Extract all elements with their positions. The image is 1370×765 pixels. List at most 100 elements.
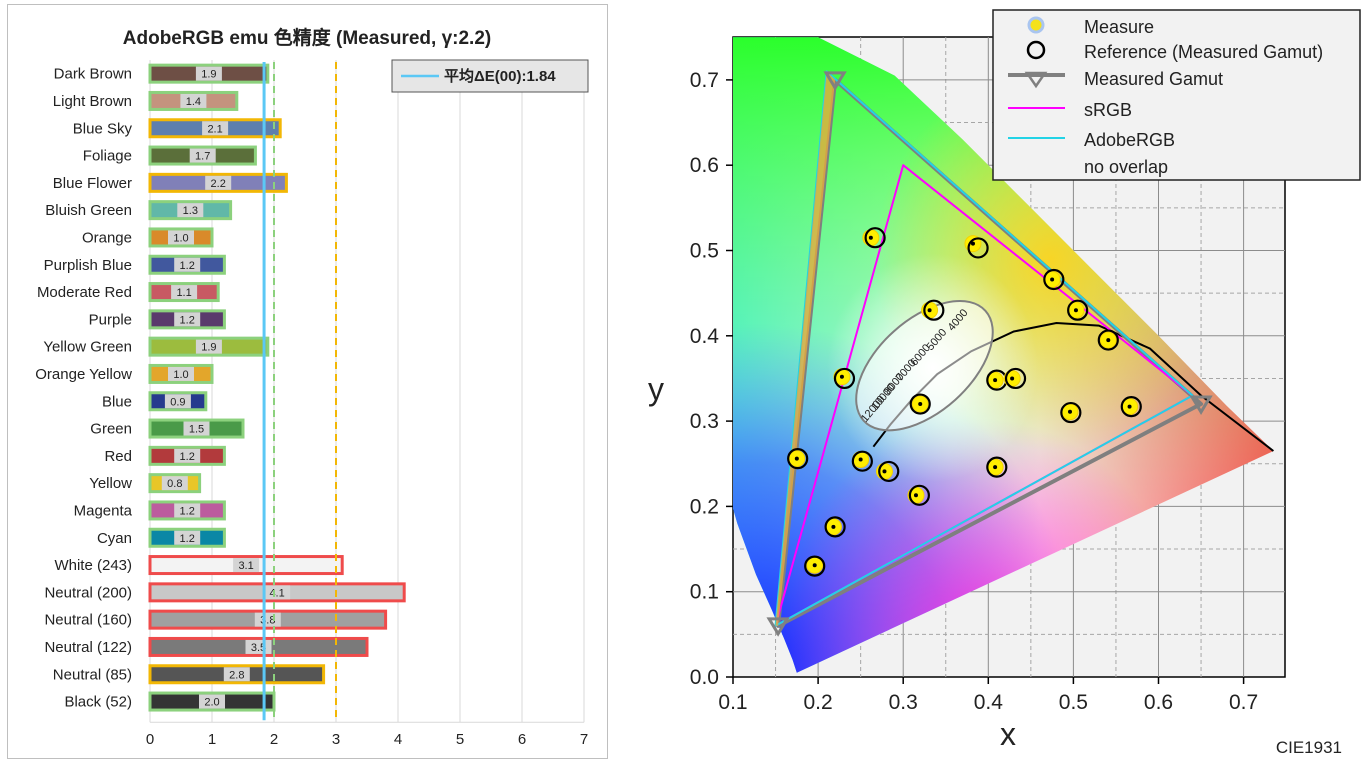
- value-label: 1.2: [180, 451, 195, 463]
- point-center: [993, 465, 998, 470]
- legend-adobergb: AdobeRGB: [1084, 130, 1175, 150]
- patch-point: [824, 516, 846, 538]
- x-tick-label: 0.1: [718, 691, 747, 714]
- bar-row: Neutral (160) 3.8: [44, 609, 388, 630]
- y-tick-label: 0.4: [690, 325, 720, 348]
- delta-e-bar-chart-panel: AdobeRGB emu 色精度 (Measured, γ:2.2) Dark …: [7, 4, 608, 759]
- x-tick-label: 2: [270, 731, 278, 748]
- bar-row: Orange 1.0: [82, 227, 214, 248]
- value-label: 1.0: [173, 369, 188, 381]
- bar-row: Dark Brown 1.9: [54, 63, 270, 84]
- category-label: Magenta: [74, 502, 133, 519]
- x-axis-label: x: [1000, 716, 1016, 752]
- point-center: [1010, 376, 1015, 381]
- category-label: Neutral (160): [44, 612, 132, 629]
- point-center: [882, 469, 887, 474]
- point-center: [1050, 277, 1055, 282]
- value-label: 1.2: [180, 533, 195, 545]
- category-label: Neutral (122): [44, 639, 132, 656]
- value-label-bg: [195, 66, 222, 81]
- x-tick-label: 0.2: [803, 691, 832, 714]
- point-center: [913, 493, 918, 498]
- value-label-bg: [195, 339, 222, 354]
- bar-row: Yellow 0.8: [89, 473, 202, 494]
- category-label: Orange: [82, 229, 132, 246]
- patch-point: [833, 367, 856, 390]
- cct-ellipse-shape: [855, 300, 994, 432]
- gamut-vertex-marker: [823, 71, 847, 91]
- value-label-bg: [168, 230, 194, 245]
- value-label-bg: [223, 667, 250, 682]
- bar-row: Neutral (122) 3.5: [44, 636, 369, 657]
- point-center: [993, 378, 998, 383]
- reference-point: [1060, 401, 1082, 424]
- x-tick-label: 0.6: [1144, 691, 1173, 714]
- bar-row: Neutral (200) 4.1: [44, 582, 406, 603]
- category-label: Blue: [102, 393, 132, 410]
- point-center: [794, 456, 799, 461]
- patch-point: [1067, 299, 1089, 321]
- patch-point: [1120, 395, 1142, 418]
- reference-point: [1004, 367, 1027, 390]
- value-label-bg: [161, 476, 188, 491]
- value-label-bg: [202, 121, 229, 136]
- category-label: White (243): [54, 557, 132, 574]
- gamut-vertex-marker: [1189, 395, 1213, 415]
- point-center: [1106, 338, 1111, 343]
- value-label: 0.9: [170, 396, 185, 408]
- category-label: Light Brown: [53, 93, 132, 110]
- point-center: [858, 457, 863, 462]
- x-tick-label: 4: [394, 731, 402, 748]
- bar-row: Bluish Green 1.3: [45, 200, 233, 221]
- reference-point: [864, 227, 886, 249]
- bar-row: Blue Flower 2.2: [53, 172, 288, 193]
- patch-point: [921, 299, 945, 321]
- patch-point: [787, 448, 809, 470]
- delta-e-bar-chart: AdobeRGB emu 色精度 (Measured, γ:2.2) Dark …: [35, 26, 589, 748]
- y-tick-label: 0.3: [690, 410, 719, 433]
- x-tick-label: 1: [208, 731, 216, 748]
- category-label: Dark Brown: [54, 66, 132, 83]
- bar-row: Foliage 1.7: [83, 145, 257, 166]
- y-tick-label: 0.0: [690, 666, 719, 689]
- reference-point: [986, 456, 1008, 478]
- value-label: 1.5: [189, 424, 204, 436]
- reference-point: [1120, 395, 1142, 418]
- x-tick-label: 0.5: [1059, 691, 1088, 714]
- category-label: Moderate Red: [37, 284, 132, 301]
- category-label: Neutral (85): [53, 666, 132, 683]
- reference-point: [967, 237, 989, 259]
- y-tick-label: 0.2: [690, 495, 719, 518]
- x-tick-label: 7: [580, 731, 588, 748]
- category-label: Yellow: [89, 475, 132, 492]
- gamut-vertex-marker: [766, 617, 790, 637]
- patch-point: [964, 235, 989, 259]
- value-label: 1.2: [180, 505, 195, 517]
- value-label-bg: [199, 694, 225, 709]
- x-tick-label: 0: [146, 731, 154, 748]
- y-tick-label: 0.5: [690, 240, 719, 263]
- value-label: 1.7: [195, 151, 210, 163]
- x-tick-label: 5: [456, 731, 464, 748]
- value-label-bg: [183, 421, 210, 436]
- value-label-bg: [174, 448, 201, 463]
- legend-panel: Measure Reference (Measured Gamut) Measu…: [992, 9, 1361, 181]
- value-label-bg: [168, 366, 194, 381]
- value-label: 2.2: [211, 178, 226, 190]
- value-label: 1.0: [173, 232, 188, 244]
- value-label: 2.1: [207, 123, 222, 135]
- legend-no-overlap: no overlap: [1084, 157, 1168, 177]
- bar-row: Purplish Blue 1.2: [44, 254, 226, 275]
- reference-point: [909, 393, 931, 415]
- category-label: Blue Sky: [73, 120, 133, 137]
- patch-point: [907, 484, 930, 506]
- reference-point: [1043, 268, 1065, 291]
- value-label-bg: [233, 558, 260, 573]
- value-label-bg: [177, 203, 204, 218]
- reference-point: [1067, 299, 1089, 321]
- value-label: 0.8: [167, 478, 182, 490]
- value-label: 4.1: [269, 587, 284, 599]
- bar-row: Light Brown 1.4: [53, 90, 239, 111]
- patch-point: [909, 393, 931, 415]
- y-axis-label: y: [648, 371, 664, 407]
